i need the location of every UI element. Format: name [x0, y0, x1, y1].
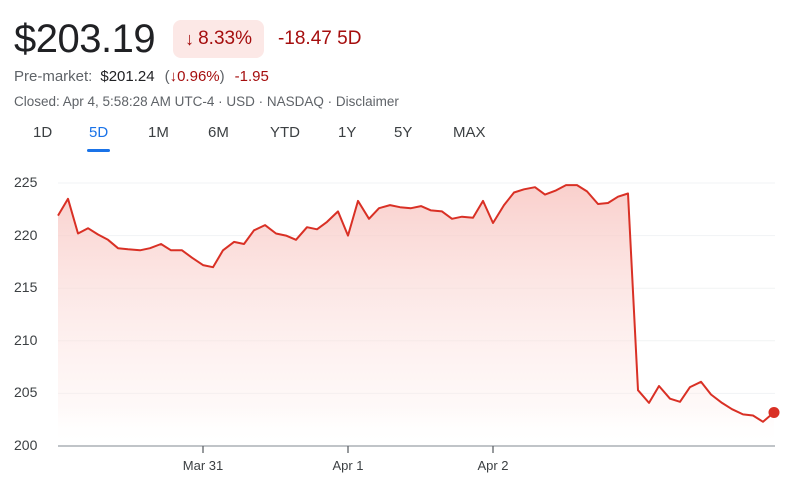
change-percent: 8.33%: [198, 28, 252, 49]
premarket-percent: (↓0.96%): [164, 68, 225, 85]
y-axis-label: 200: [14, 437, 38, 453]
price-area-fill: [58, 185, 774, 446]
y-axis-label: 215: [14, 279, 38, 296]
change-percent-badge: ↓ 8.33%: [173, 20, 264, 58]
range-tab-1d[interactable]: 1D: [33, 124, 53, 141]
down-arrow-icon: ↓: [185, 28, 195, 49]
range-tab-5d[interactable]: 5D: [86, 124, 111, 152]
x-axis-label: Apr 1: [332, 458, 364, 473]
x-axis-label: Apr 2: [477, 458, 509, 473]
down-arrow-icon: ↓: [169, 68, 178, 85]
x-axis-ticks: [202, 446, 494, 453]
range-tab-6m[interactable]: 6M: [208, 124, 229, 141]
y-axis-label: 210: [14, 331, 38, 348]
premarket-row: Pre-market: $201.24 (↓0.96%) -1.95: [14, 68, 269, 85]
change-absolute: -18.47 5D: [278, 28, 361, 50]
current-price: $203.19: [14, 17, 156, 61]
range-tab-max[interactable]: MAX: [453, 124, 486, 141]
last-price-marker: [768, 406, 780, 418]
x-axis-label: Mar 31: [182, 458, 224, 473]
market-status: Closed: Apr 4, 5:58:28 AM UTC-4 · USD · …: [14, 94, 399, 109]
y-axis-label: 205: [14, 384, 38, 401]
range-tab-5y[interactable]: 5Y: [394, 124, 413, 141]
premarket-change: -1.95: [234, 68, 269, 85]
range-tab-1m[interactable]: 1M: [148, 124, 169, 141]
premarket-price: $201.24: [100, 68, 155, 85]
premarket-label: Pre-market:: [14, 68, 93, 85]
y-axis-label: 220: [14, 226, 38, 243]
price-line: [57, 184, 775, 423]
y-axis-label: 225: [14, 174, 38, 190]
range-tab-1y[interactable]: 1Y: [338, 124, 357, 141]
change-absolute-value: -18.47: [277, 28, 332, 49]
price-header: $203.19 ↓ 8.33% -18.47 5D: [14, 14, 361, 64]
change-period: 5D: [337, 28, 362, 49]
range-tab-ytd[interactable]: YTD: [270, 124, 300, 141]
